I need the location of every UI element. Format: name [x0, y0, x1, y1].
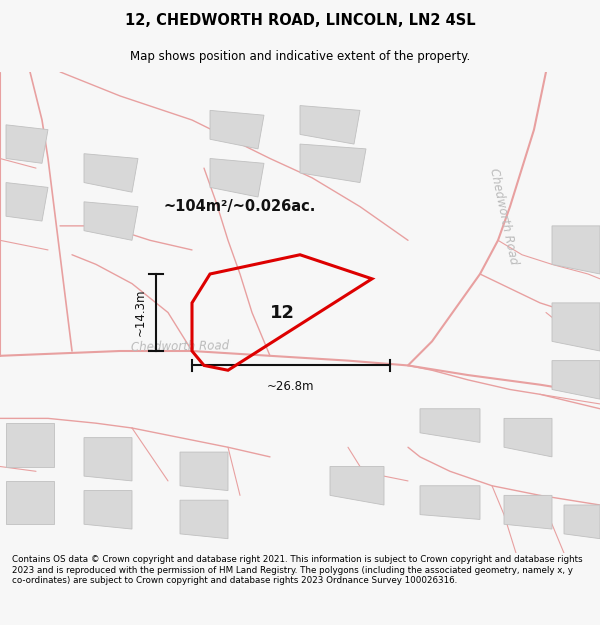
Polygon shape — [330, 466, 384, 505]
Polygon shape — [210, 111, 264, 149]
Polygon shape — [84, 154, 138, 192]
Polygon shape — [564, 505, 600, 539]
Text: Chedworth Road: Chedworth Road — [487, 167, 521, 266]
Polygon shape — [300, 144, 366, 182]
Polygon shape — [6, 423, 54, 466]
Polygon shape — [84, 438, 132, 481]
Polygon shape — [552, 226, 600, 274]
Text: ~104m²/~0.026ac.: ~104m²/~0.026ac. — [164, 199, 316, 214]
Polygon shape — [84, 491, 132, 529]
Polygon shape — [84, 202, 138, 240]
Polygon shape — [504, 418, 552, 457]
Text: Map shows position and indicative extent of the property.: Map shows position and indicative extent… — [130, 49, 470, 62]
Polygon shape — [6, 481, 54, 524]
Polygon shape — [210, 159, 264, 197]
Polygon shape — [300, 106, 360, 144]
Text: 12: 12 — [269, 304, 295, 321]
Polygon shape — [420, 409, 480, 442]
Text: ~14.3m: ~14.3m — [134, 289, 147, 336]
Polygon shape — [6, 125, 48, 163]
Text: ~26.8m: ~26.8m — [267, 380, 315, 393]
Polygon shape — [180, 452, 228, 491]
Polygon shape — [180, 500, 228, 539]
Text: Chedworth Road: Chedworth Road — [131, 339, 229, 354]
Polygon shape — [6, 182, 48, 221]
Text: Contains OS data © Crown copyright and database right 2021. This information is : Contains OS data © Crown copyright and d… — [12, 555, 583, 585]
Polygon shape — [552, 361, 600, 399]
Polygon shape — [552, 303, 600, 351]
Polygon shape — [504, 496, 552, 529]
Text: 12, CHEDWORTH ROAD, LINCOLN, LN2 4SL: 12, CHEDWORTH ROAD, LINCOLN, LN2 4SL — [125, 12, 475, 28]
Polygon shape — [420, 486, 480, 519]
